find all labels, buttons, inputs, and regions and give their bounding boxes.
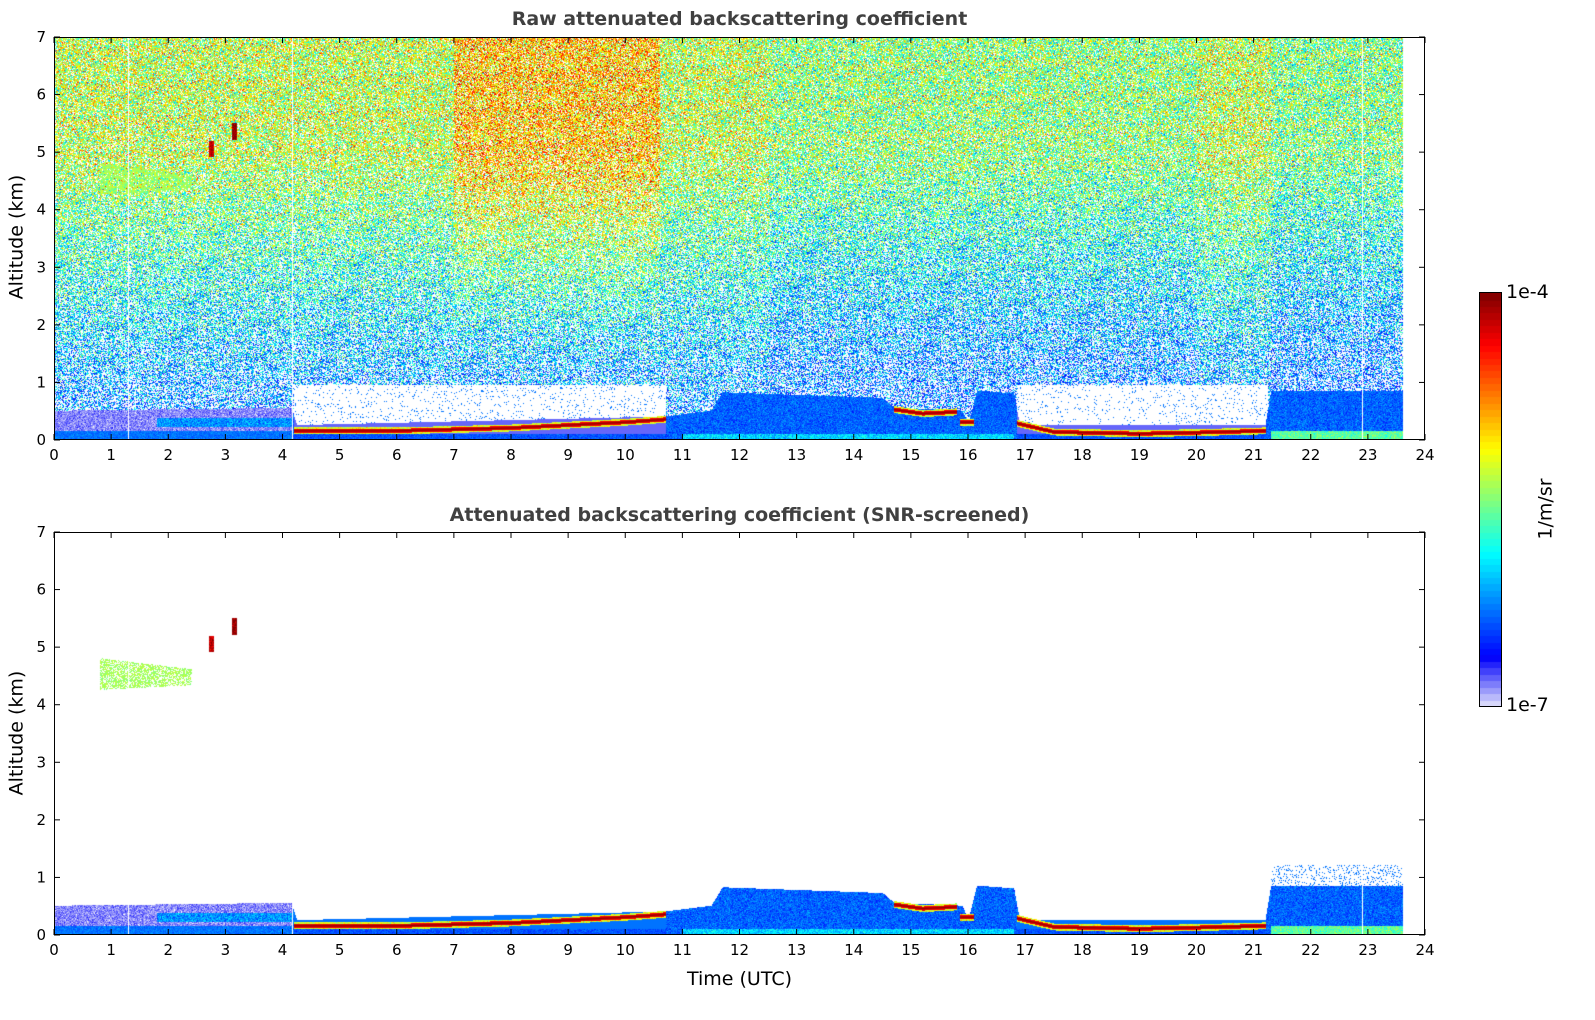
bottom-axes: 0 1 2 3 4 5 6 7 8 9 10 11 12 13 14 15 16 17 18 19 20 21 22 23 24…	[36, 523, 1434, 959]
y-tick-label: 4	[36, 201, 46, 219]
screened-backscatter-heatmap	[54, 532, 1425, 935]
x-tick-label: 19	[1130, 446, 1149, 464]
x-tick-label: 15	[901, 941, 920, 959]
x-tick-label: 23	[1358, 446, 1377, 464]
x-axis-label: Time (UTC)	[686, 968, 793, 990]
y-tick-label: 6	[36, 86, 46, 104]
x-tick-label: 14	[844, 941, 863, 959]
x-tick-label: 24	[1415, 446, 1434, 464]
y-tick-label: 6	[36, 581, 46, 599]
colorbar-max-label: 1e-4	[1506, 281, 1549, 303]
y-tick-label: 4	[36, 696, 46, 714]
x-tick-label: 15	[901, 446, 920, 464]
x-tick-label: 0	[49, 446, 59, 464]
x-tick-label: 17	[1016, 446, 1035, 464]
x-tick-label: 22	[1301, 941, 1320, 959]
x-tick-label: 22	[1301, 446, 1320, 464]
x-tick-label: 21	[1244, 446, 1263, 464]
x-tick-label: 20	[1187, 941, 1206, 959]
x-tick-label: 4	[278, 941, 288, 959]
x-tick-label: 11	[673, 941, 692, 959]
x-tick-label: 10	[616, 446, 635, 464]
x-tick-label: 16	[958, 941, 977, 959]
x-tick-label: 21	[1244, 941, 1263, 959]
bottom-plot-title: Attenuated backscattering coefficient (S…	[449, 504, 1030, 526]
x-tick-label: 1	[106, 446, 116, 464]
x-tick-label: 4	[278, 446, 288, 464]
colorbar-unit-label: 1/m/sr	[1534, 478, 1557, 540]
y-tick-label: 3	[36, 258, 46, 276]
y-tick-label: 5	[36, 143, 46, 161]
y-tick-label: 5	[36, 638, 46, 656]
top-axes: 0 1 2 3 4 5 6 7 8 9 10 11 12 13 14 15 16 17 18 19 20 21 22 23 24…	[36, 28, 1434, 464]
screened-backscatter-plot: 0 1 2 3 4 5 6 7 8 9 10 11 12 13 14 15 16 17 18 19 20 21 22 23 24…	[36, 523, 1434, 959]
colorbar-min-label: 1e-7	[1506, 694, 1549, 716]
x-tick-label: 18	[1073, 941, 1092, 959]
x-tick-label: 6	[392, 941, 402, 959]
x-tick-label: 18	[1073, 446, 1092, 464]
top-y-axis-label: Altitude (km)	[5, 174, 28, 300]
y-tick-label: 0	[36, 431, 46, 449]
y-tick-label: 1	[36, 373, 46, 391]
y-tick-label: 1	[36, 868, 46, 886]
x-tick-label: 13	[787, 941, 806, 959]
x-tick-label: 9	[563, 941, 573, 959]
x-tick-label: 0	[49, 941, 59, 959]
x-tick-label: 3	[221, 941, 231, 959]
x-tick-label: 2	[163, 941, 173, 959]
x-tick-label: 24	[1415, 941, 1434, 959]
x-tick-label: 3	[221, 446, 231, 464]
x-tick-label: 12	[730, 446, 749, 464]
x-tick-label: 13	[787, 446, 806, 464]
y-tick-label: 2	[36, 316, 46, 334]
raw-backscatter-plot: 0 1 2 3 4 5 6 7 8 9 10 11 12 13 14 15 16 17 18 19 20 21 22 23 24…	[36, 28, 1434, 464]
y-tick-label: 2	[36, 811, 46, 829]
x-tick-label: 7	[449, 941, 459, 959]
x-tick-label: 17	[1016, 941, 1035, 959]
x-tick-label: 11	[673, 446, 692, 464]
x-tick-label: 12	[730, 941, 749, 959]
x-tick-label: 5	[335, 446, 345, 464]
x-tick-label: 7	[449, 446, 459, 464]
x-tick-label: 8	[506, 446, 516, 464]
top-plot-title: Raw attenuated backscattering coefficien…	[511, 8, 968, 30]
x-tick-label: 16	[958, 446, 977, 464]
raw-backscatter-heatmap	[54, 37, 1425, 440]
x-tick-label: 14	[844, 446, 863, 464]
x-tick-label: 19	[1130, 941, 1149, 959]
y-tick-label: 7	[36, 523, 46, 541]
colorbar	[1479, 292, 1502, 707]
y-tick-label: 3	[36, 753, 46, 771]
x-tick-label: 20	[1187, 446, 1206, 464]
y-tick-label: 7	[36, 28, 46, 46]
y-tick-label: 0	[36, 926, 46, 944]
x-tick-label: 23	[1358, 941, 1377, 959]
x-tick-label: 6	[392, 446, 402, 464]
x-tick-label: 8	[506, 941, 516, 959]
x-tick-label: 1	[106, 941, 116, 959]
x-tick-label: 9	[563, 446, 573, 464]
x-tick-label: 5	[335, 941, 345, 959]
x-tick-label: 10	[616, 941, 635, 959]
x-tick-label: 2	[163, 446, 173, 464]
bottom-y-axis-label: Altitude (km)	[5, 670, 28, 796]
